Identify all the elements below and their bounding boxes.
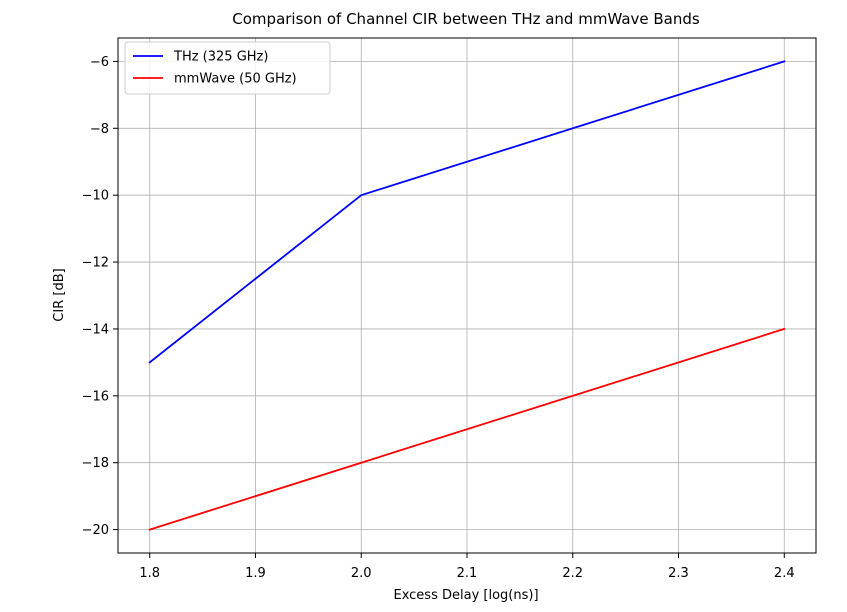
y-tick-label: −10	[82, 189, 109, 204]
x-tick-label: 2.1	[457, 566, 478, 581]
legend-box	[124, 41, 331, 95]
y-axis-ticks: −20 −18 −16 −14 −12 −10 −8 −6	[82, 55, 118, 538]
x-tick-label: 2.0	[351, 566, 372, 581]
x-tick-label: 2.3	[668, 566, 689, 581]
legend-label-0: THz (325 GHz)	[173, 50, 268, 65]
chart-title: Comparison of Channel CIR between THz an…	[232, 10, 700, 28]
x-tick-label: 2.2	[562, 566, 583, 581]
x-axis-label: Excess Delay [log(ns)]	[393, 588, 538, 603]
series-line-1	[148, 327, 786, 531]
y-axis-label: CIR [dB]	[52, 268, 67, 321]
y-tick-label: −8	[90, 122, 109, 137]
x-tick-label: 1.9	[245, 566, 266, 581]
y-tick-label: −12	[82, 256, 109, 271]
y-tick-label: −20	[82, 523, 109, 538]
series-line-0	[148, 60, 786, 364]
x-tick-label: 2.4	[774, 566, 795, 581]
y-tick-label: −16	[82, 389, 109, 404]
y-tick-label: −14	[82, 322, 109, 337]
y-tick-label: −18	[82, 456, 109, 471]
legend: THz (325 GHz) mmWave (50 GHz)	[124, 41, 331, 95]
y-tick-label: −6	[90, 55, 109, 70]
x-tick-label: 1.8	[139, 566, 160, 581]
x-axis-ticks: 1.8 1.9 2.0 2.1 2.2 2.3 2.4	[139, 553, 795, 581]
series-lines	[148, 60, 786, 531]
grid-lines	[118, 38, 816, 553]
legend-label-1: mmWave (50 GHz)	[174, 72, 297, 87]
